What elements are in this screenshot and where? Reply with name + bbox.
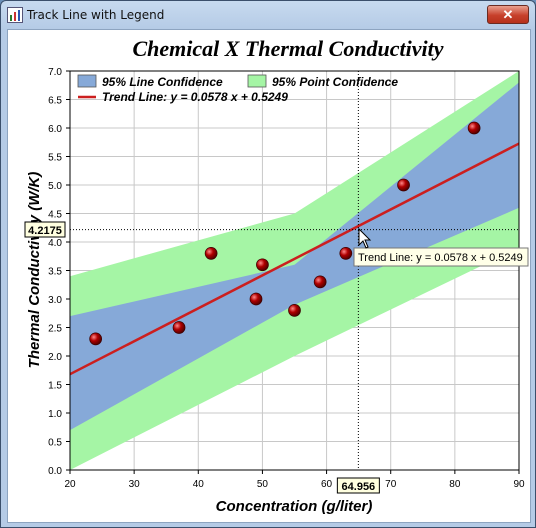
title-bar[interactable]: Track Line with Legend ✕ — [1, 1, 535, 29]
chart-canvas[interactable]: Chemical X Thermal Conductivity 0.0 0.5 1.… — [8, 30, 530, 522]
legend: 95% Line Confidence 95% Point Confidence… — [77, 74, 398, 104]
y-tick-label: 6.5 — [48, 96, 62, 107]
close-button[interactable]: ✕ — [487, 5, 529, 24]
x-tick-label: 60 — [321, 479, 333, 490]
y-tick-label: 0.0 — [48, 466, 62, 477]
y-tick-label: 0.5 — [48, 438, 62, 449]
y-axis-title: Thermal Conductivity (W/K) — [26, 172, 43, 369]
x-tick-label: 70 — [385, 479, 397, 490]
x-tick-label: 40 — [193, 479, 205, 490]
chart-title: Chemical X Thermal Conductivity — [132, 36, 443, 61]
track-x-value: 64.956 — [342, 481, 376, 493]
legend-line-confidence-label: 95% Line Confidence — [102, 75, 223, 89]
y-tick-label: 1.0 — [48, 409, 62, 420]
track-y-value: 4.2175 — [28, 225, 62, 237]
y-tick-label: 4.5 — [48, 210, 62, 221]
y-tick-label: 5.5 — [48, 153, 62, 164]
track-y-value-box: 4.2175 — [24, 221, 66, 238]
mouse-cursor-icon — [358, 227, 372, 249]
data-point — [172, 321, 186, 334]
y-tick-label: 3.0 — [48, 295, 62, 306]
x-axis-title: Concentration (g/liter) — [216, 498, 373, 515]
legend-point-confidence-label: 95% Point Confidence — [272, 75, 398, 89]
trend-tooltip-text: Trend Line: y = 0.0578 x + 0.5249 — [358, 252, 523, 264]
data-point — [467, 121, 481, 135]
y-tick-label: 2.0 — [48, 352, 62, 363]
legend-trend-label: Trend Line: y = 0.0578 x + 0.5249 — [102, 90, 288, 104]
y-tick-label: 4.0 — [48, 238, 62, 249]
chart-area: Chemical X Thermal Conductivity 0.0 0.5 1.… — [7, 29, 531, 523]
data-point — [288, 304, 301, 317]
y-tick-label: 1.5 — [48, 381, 62, 392]
legend-point-confidence-swatch — [247, 74, 267, 88]
x-axis-ticks: 20 30 40 50 60 70 80 90 — [64, 470, 525, 490]
close-icon: ✕ — [502, 7, 514, 22]
trend-tooltip: Trend Line: y = 0.0578 x + 0.5249 — [353, 247, 529, 267]
y-tick-label: 2.5 — [48, 324, 62, 335]
x-tick-label: 50 — [257, 479, 269, 490]
data-point — [256, 258, 269, 272]
legend-line-confidence-swatch — [77, 74, 97, 88]
data-point — [339, 247, 353, 260]
y-tick-label: 7.0 — [48, 67, 62, 78]
y-tick-label: 5.0 — [48, 181, 62, 192]
y-tick-label: 6.0 — [48, 124, 62, 135]
x-tick-label: 30 — [129, 479, 141, 490]
trend-line[interactable] — [69, 142, 520, 376]
track-x-value-box: 64.956 — [336, 477, 380, 494]
x-tick-label: 80 — [449, 479, 461, 490]
app-chart-icon — [7, 7, 23, 23]
data-point — [249, 292, 263, 306]
data-point — [89, 332, 103, 346]
line-confidence-band — [70, 82, 519, 431]
data-point — [204, 247, 218, 260]
data-point — [397, 178, 410, 192]
y-tick-label: 3.5 — [48, 267, 62, 278]
y-axis-ticks: 0.0 0.5 1.0 1.5 2.0 2.5 3.0 3.5 4.0 4.5 5.0 5.5 6.0 6… — [48, 67, 70, 477]
data-points — [89, 121, 481, 346]
x-tick-label: 90 — [513, 479, 525, 490]
window-title: Track Line with Legend — [27, 8, 165, 22]
x-tick-label: 20 — [64, 479, 76, 490]
data-point — [313, 275, 327, 289]
